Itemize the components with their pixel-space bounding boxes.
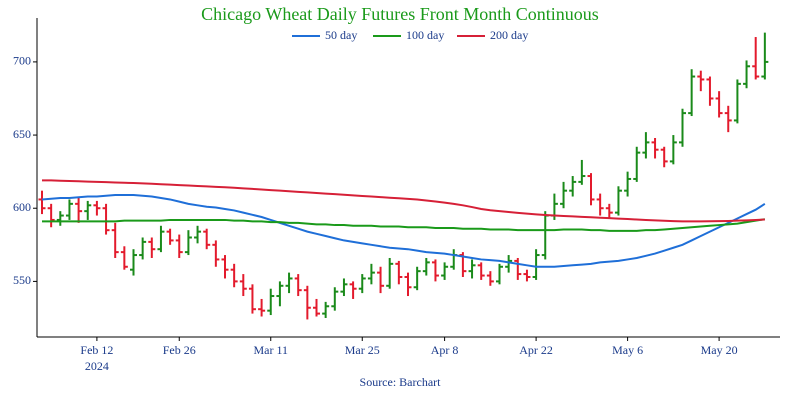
legend-label: 50 day (325, 28, 357, 42)
moving-average-line (42, 179, 765, 223)
x-tick-label: May 6 (612, 343, 643, 357)
y-tick-label: 650 (13, 127, 31, 141)
source-note: Source: Barchart (360, 375, 442, 389)
x-tick-label: Apr 8 (431, 343, 459, 357)
legend-label: 200 day (490, 28, 528, 42)
moving-average-line (41, 194, 766, 268)
x-year-label: 2024 (85, 359, 109, 373)
x-tick-label: Feb 26 (163, 343, 196, 357)
x-tick-label: Mar 11 (253, 343, 288, 357)
x-tick-label: May 20 (701, 343, 738, 357)
legend-label: 100 day (406, 28, 444, 42)
x-tick-label: Apr 22 (519, 343, 553, 357)
y-tick-label: 550 (13, 273, 31, 287)
x-tick-label: Mar 25 (345, 343, 380, 357)
moving-average-line (42, 218, 766, 232)
y-tick-label: 700 (13, 54, 31, 68)
y-tick-label: 600 (13, 200, 31, 214)
chart-title: Chicago Wheat Daily Futures Front Month … (201, 4, 599, 24)
x-tick-label: Feb 12 (80, 343, 113, 357)
